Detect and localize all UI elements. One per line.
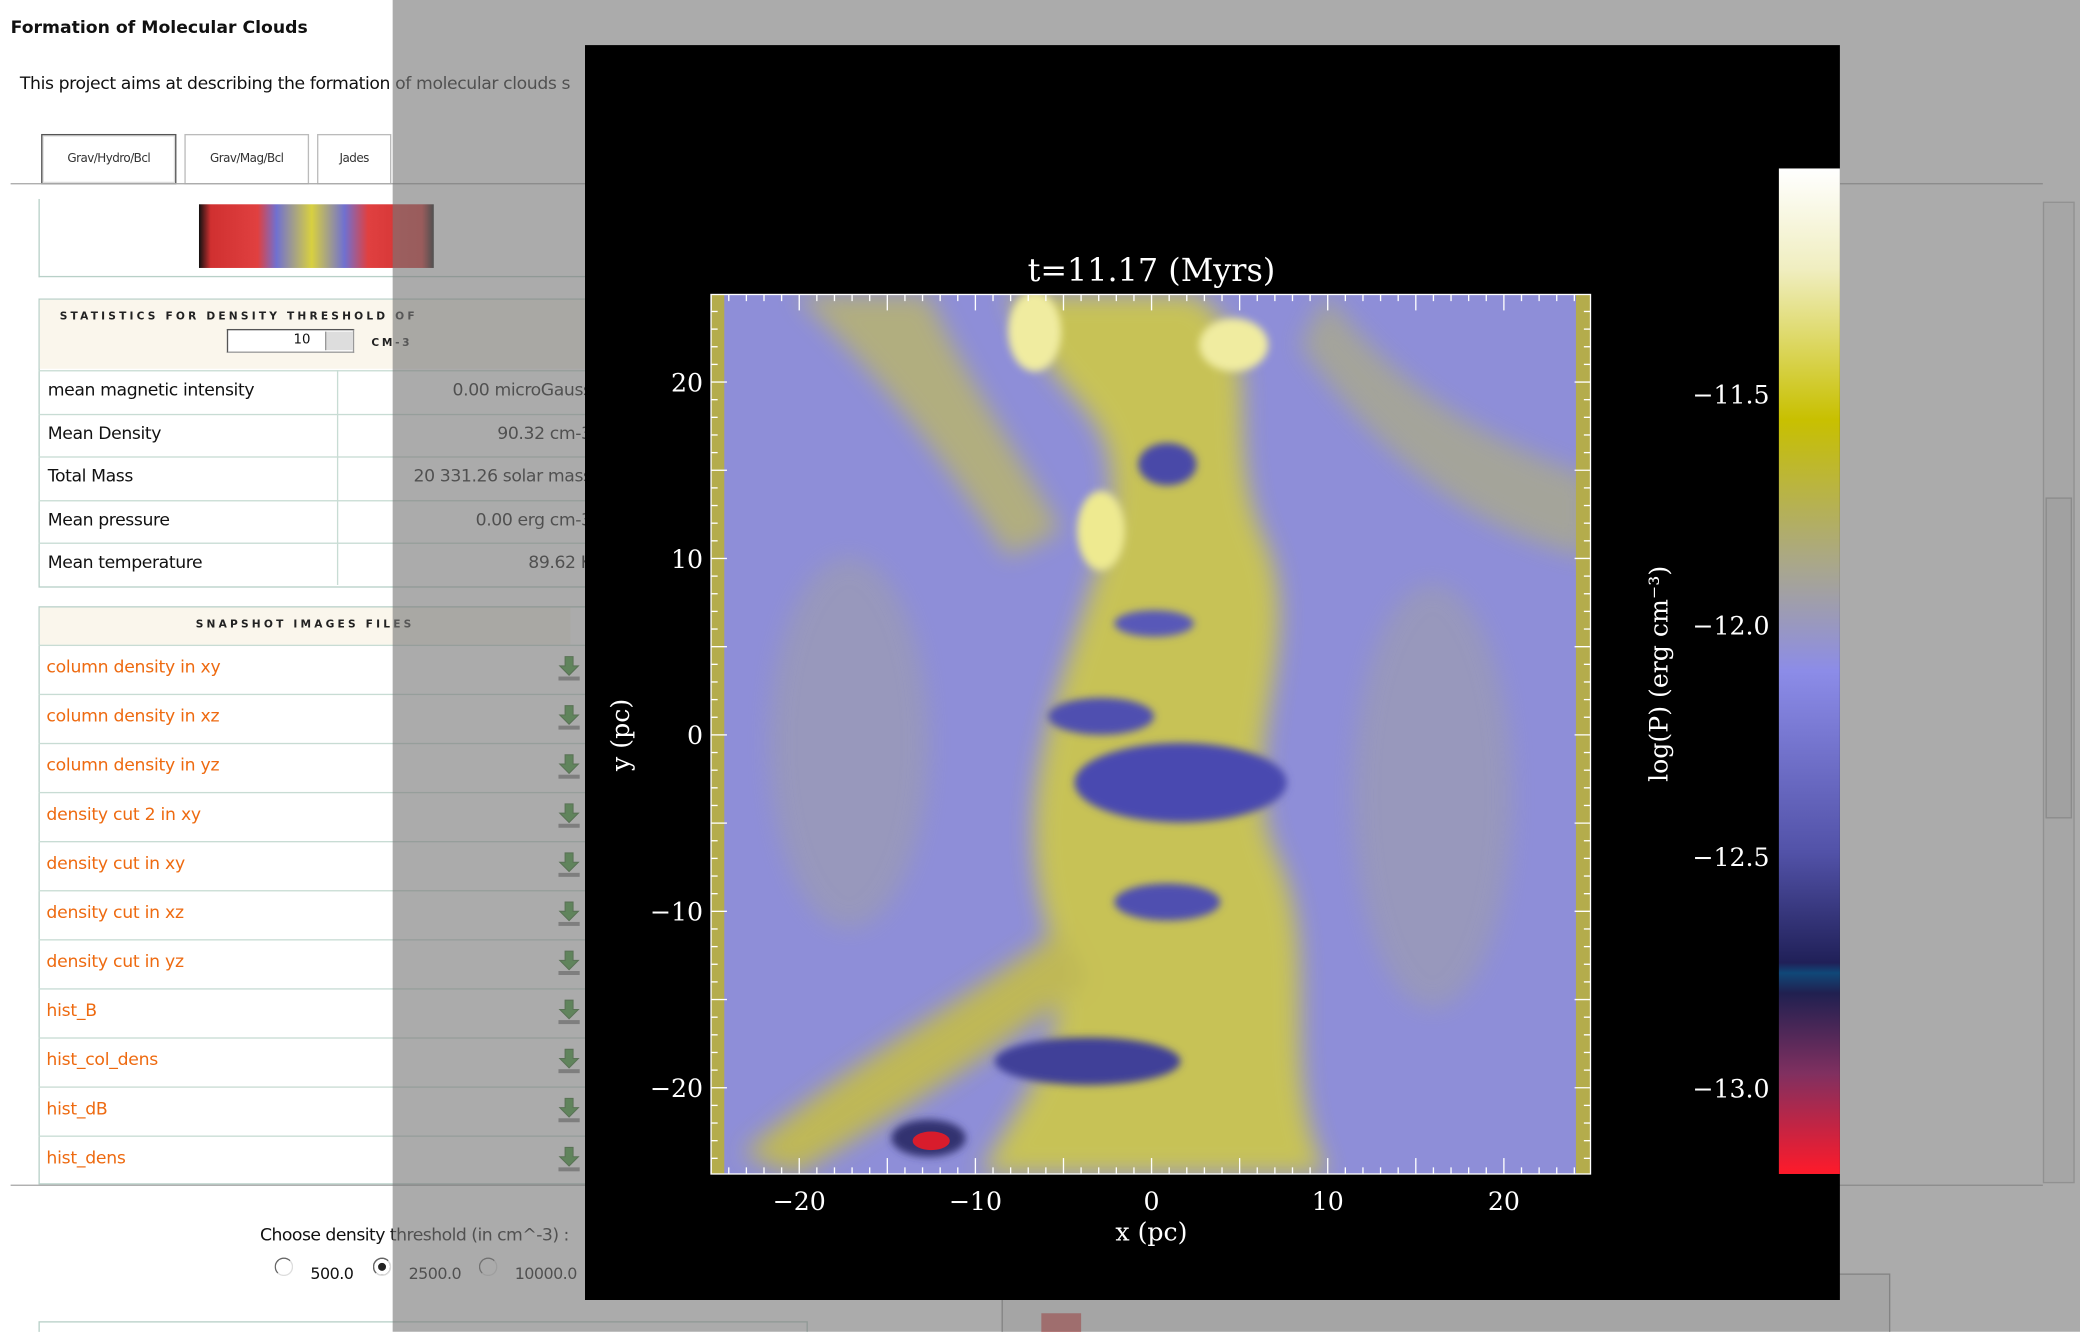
x-tick-label: 20 [1488,1187,1520,1216]
x-axis-label: x (pc) [1115,1217,1187,1246]
y-tick-label: −20 [650,1074,703,1103]
colorbar-tick-label: −13.0 [1692,1075,1769,1104]
x-tick-label: 10 [1312,1187,1344,1216]
colorbar-tick-label: −12.5 [1692,843,1769,872]
page: Formation of Molecular Clouds This proje… [0,0,2080,1332]
colorbar-tick-label: −12.0 [1692,612,1769,641]
colorbar-label: log(P) (erg cm⁻³) [1644,566,1673,782]
x-tick-label: −20 [773,1187,826,1216]
x-tick-label: −10 [949,1187,1002,1216]
screen: Formation of Molecular Clouds This proje… [0,0,2080,1332]
y-tick-label: 10 [671,545,703,574]
simulation-image [711,292,1590,1174]
y-tick-label: −10 [650,898,703,927]
colorbar-tick-label: −11.5 [1692,380,1769,409]
y-axis-label: y (pc) [606,699,635,772]
y-tick-label: 0 [687,721,703,750]
colorbar [1779,168,1840,1174]
image-viewer: t=11.17 (Myrs) x (pc) y (pc) log(P) (erg… [0,0,2080,1332]
plot-title: t=11.17 (Myrs) [1028,251,1276,289]
y-tick-label: 20 [671,368,703,397]
x-tick-label: 0 [1144,1187,1160,1216]
